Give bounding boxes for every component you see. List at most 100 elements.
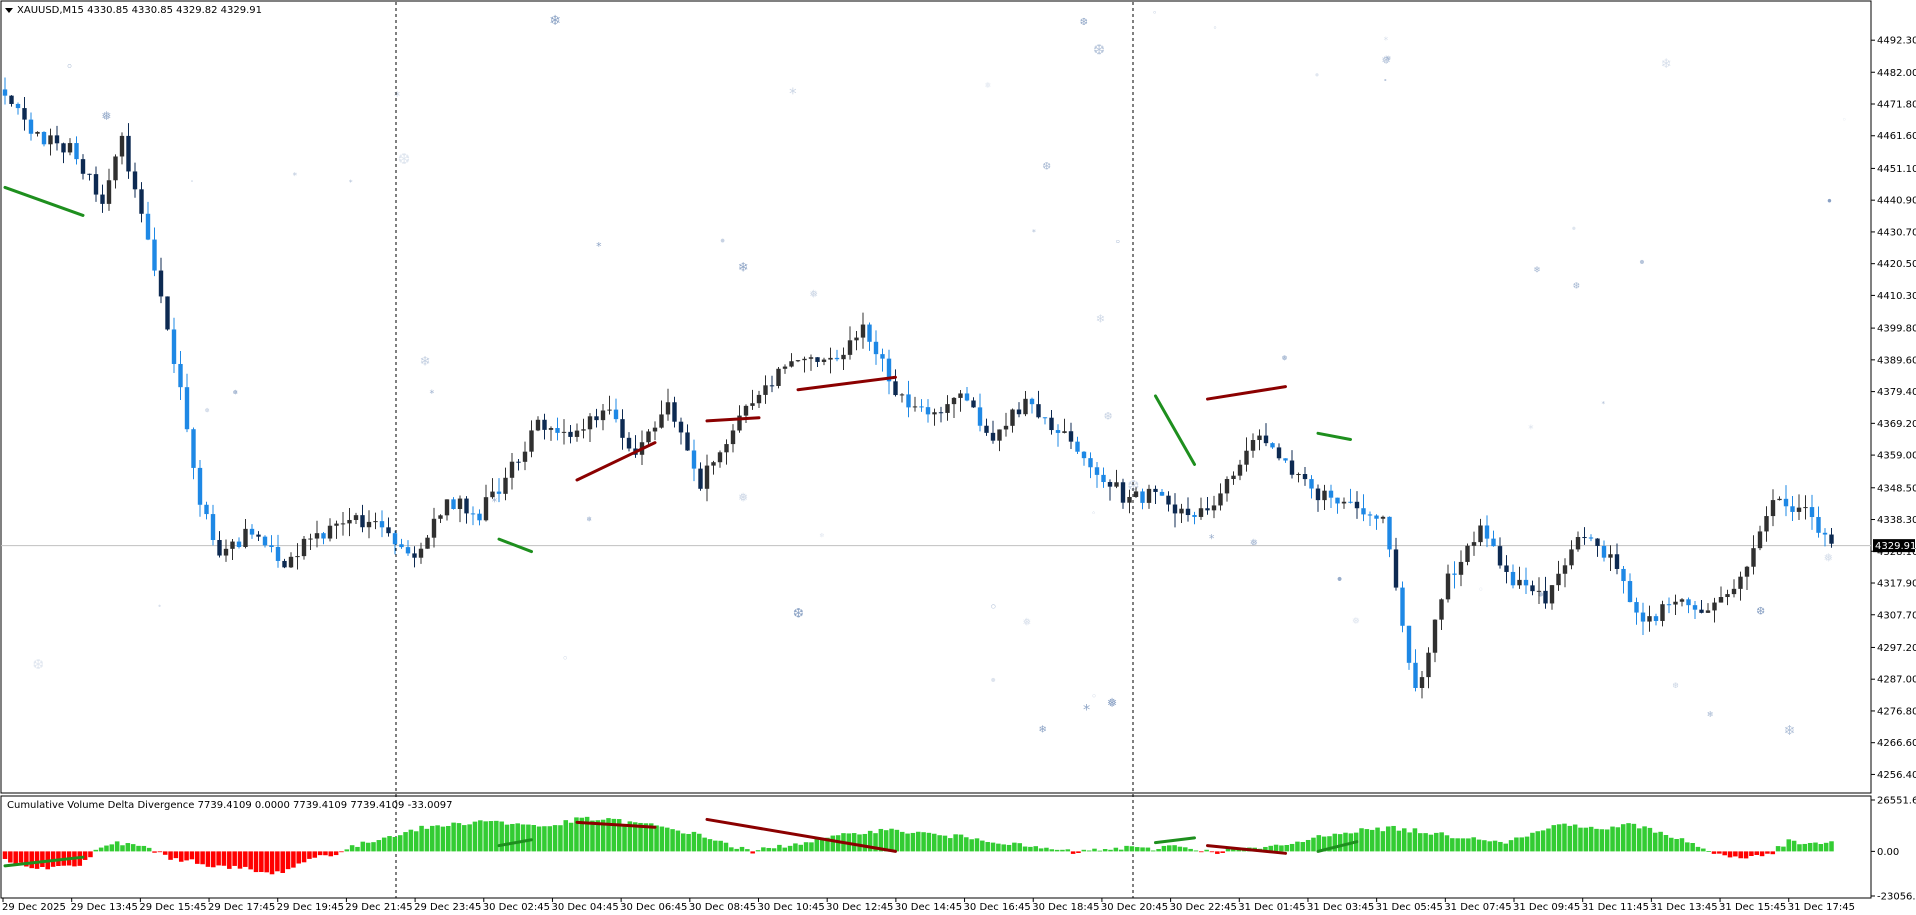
candle: [717, 452, 723, 463]
candle: [139, 189, 144, 214]
snowflake-icon: *: [596, 240, 602, 253]
cvd-bar: [387, 836, 392, 852]
cvd-bar: [1332, 833, 1338, 852]
candle: [1328, 490, 1334, 498]
candle: [860, 324, 866, 338]
candle: [1322, 490, 1327, 501]
time-tick-label: 31 Dec 11:45: [1582, 902, 1649, 913]
candle: [249, 528, 255, 535]
candle: [1036, 404, 1041, 418]
current-price-tag: 4329.91: [1873, 539, 1916, 553]
cvd-bar: [1220, 851, 1225, 853]
snowflake-icon: •: [1383, 76, 1387, 85]
triangle-down-icon[interactable]: [5, 8, 13, 13]
snowflake-icon: ❄: [420, 354, 431, 369]
cvd-bar: [1551, 825, 1557, 852]
cvd-bar: [392, 836, 398, 852]
cvd-bar: [648, 823, 654, 852]
cvd-bar: [1754, 851, 1760, 855]
cvd-bar: [355, 846, 360, 852]
cvd-bar: [568, 822, 574, 852]
cvd-bar: [1081, 849, 1087, 852]
candle: [1426, 652, 1431, 678]
candle: [548, 428, 554, 430]
snowflake-icon: ❆: [33, 657, 44, 673]
snowflake-icon: *: [293, 172, 298, 182]
candle: [1692, 605, 1698, 610]
cvd-bar: [686, 833, 691, 852]
candle: [1549, 585, 1555, 604]
candle: [171, 329, 177, 364]
candle: [1335, 497, 1340, 504]
snowflake-icon: ❄: [1096, 313, 1105, 326]
cvd-bar: [563, 820, 569, 852]
candle: [821, 359, 827, 362]
cvd-bar: [814, 838, 820, 852]
cvd-bar: [964, 837, 969, 852]
cvd-bar: [1444, 835, 1450, 852]
snowflake-icon: ❆: [1104, 411, 1113, 422]
candle: [1731, 588, 1737, 595]
snowflake-icon: ❅: [1250, 538, 1258, 549]
candle: [119, 135, 125, 157]
bearish-cvd-divergence-line: [575, 820, 657, 829]
cvd-bar: [1594, 828, 1599, 852]
candle: [1790, 506, 1795, 512]
cvd-bar: [1199, 851, 1204, 853]
cvd-bar: [1033, 846, 1039, 852]
candle: [1822, 532, 1828, 535]
cvd-bar: [451, 822, 456, 852]
cvd-bar: [307, 851, 312, 859]
cvd-bar: [446, 825, 451, 852]
cvd-bar: [1434, 832, 1439, 852]
candle: [1582, 537, 1587, 539]
candle: [113, 156, 118, 181]
cvd-bar: [1781, 846, 1786, 852]
candle: [971, 400, 976, 408]
candle: [1094, 467, 1100, 475]
main-pane-border: [0, 0, 1872, 794]
cvd-bar: [1263, 846, 1268, 852]
candle: [1497, 546, 1503, 566]
cvd-bar: [200, 851, 205, 865]
candle: [1595, 538, 1600, 546]
cvd-tick-label: 26551.605: [1877, 796, 1916, 807]
bullish-divergence-line: [1316, 431, 1352, 442]
candle: [392, 533, 398, 545]
cvd-bar: [1578, 827, 1583, 852]
time-tick-label: 30 Dec 10:45: [758, 902, 825, 913]
cvd-bar: [1583, 827, 1589, 852]
cvd-bar: [467, 824, 472, 852]
cvd-bar: [1669, 837, 1674, 852]
candle: [1413, 662, 1418, 688]
cvd-bar: [755, 850, 761, 852]
candle: [1218, 493, 1223, 506]
cvd-bar: [189, 851, 195, 860]
candle: [607, 409, 612, 411]
snowflake-icon: •: [1826, 195, 1833, 209]
cvd-bar: [173, 851, 179, 859]
price-tick-label: 4307.70: [1877, 610, 1916, 621]
cvd-bar: [857, 834, 862, 852]
cvd-bar: [376, 840, 382, 852]
cvd-bar: [1690, 843, 1695, 852]
cvd-bar: [1829, 841, 1834, 852]
cvd-tick-label: 0.00: [1877, 847, 1899, 858]
cvd-bar: [1588, 826, 1594, 852]
candle: [327, 525, 333, 539]
cvd-bar: [494, 820, 499, 852]
snowflake-icon: •: [1314, 68, 1321, 82]
cvd-bar: [691, 831, 697, 852]
cvd-bar: [1364, 829, 1370, 852]
candle: [314, 533, 320, 539]
snowflake-icon: *: [492, 496, 498, 509]
candle: [126, 135, 131, 172]
time-tick-label: 30 Dec 02:45: [483, 902, 550, 913]
cvd-tick-label: -23056.22: [1877, 892, 1916, 903]
snowflake-icon: ❆: [398, 150, 410, 168]
candle: [555, 428, 560, 433]
price-tick-label: 4359.00: [1877, 451, 1916, 462]
candle: [1777, 498, 1782, 501]
cvd-bar: [1060, 849, 1065, 852]
